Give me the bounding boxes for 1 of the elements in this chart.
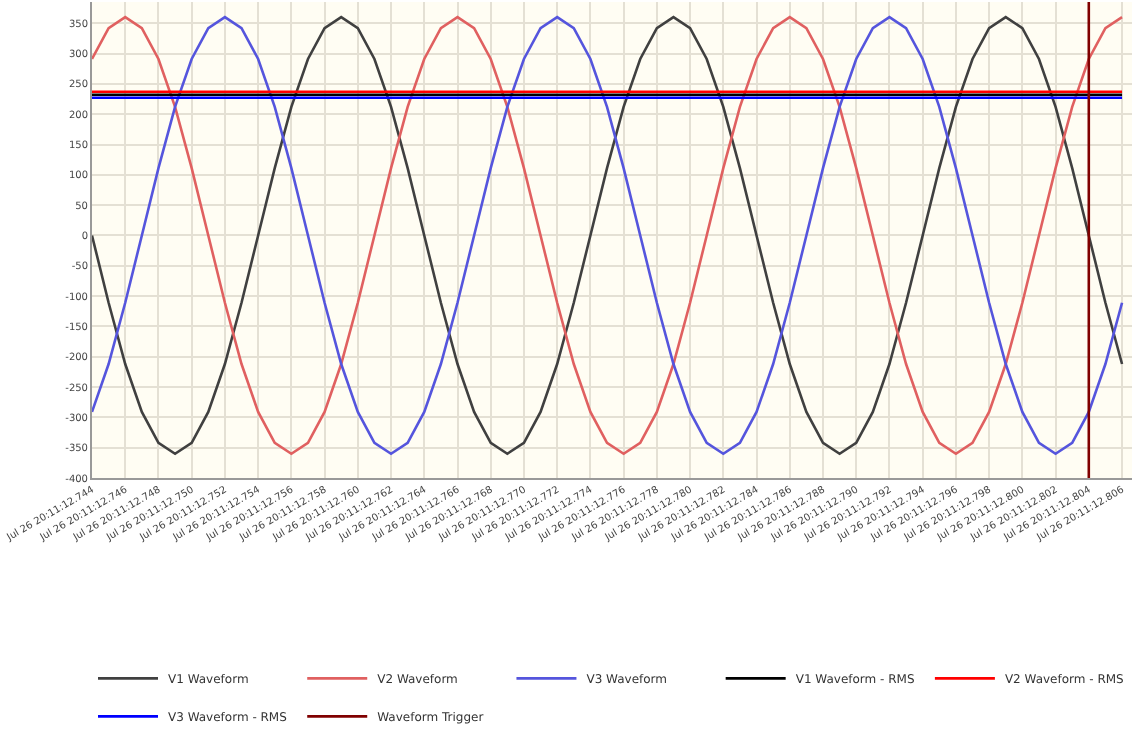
line-series (92, 15, 1124, 456)
